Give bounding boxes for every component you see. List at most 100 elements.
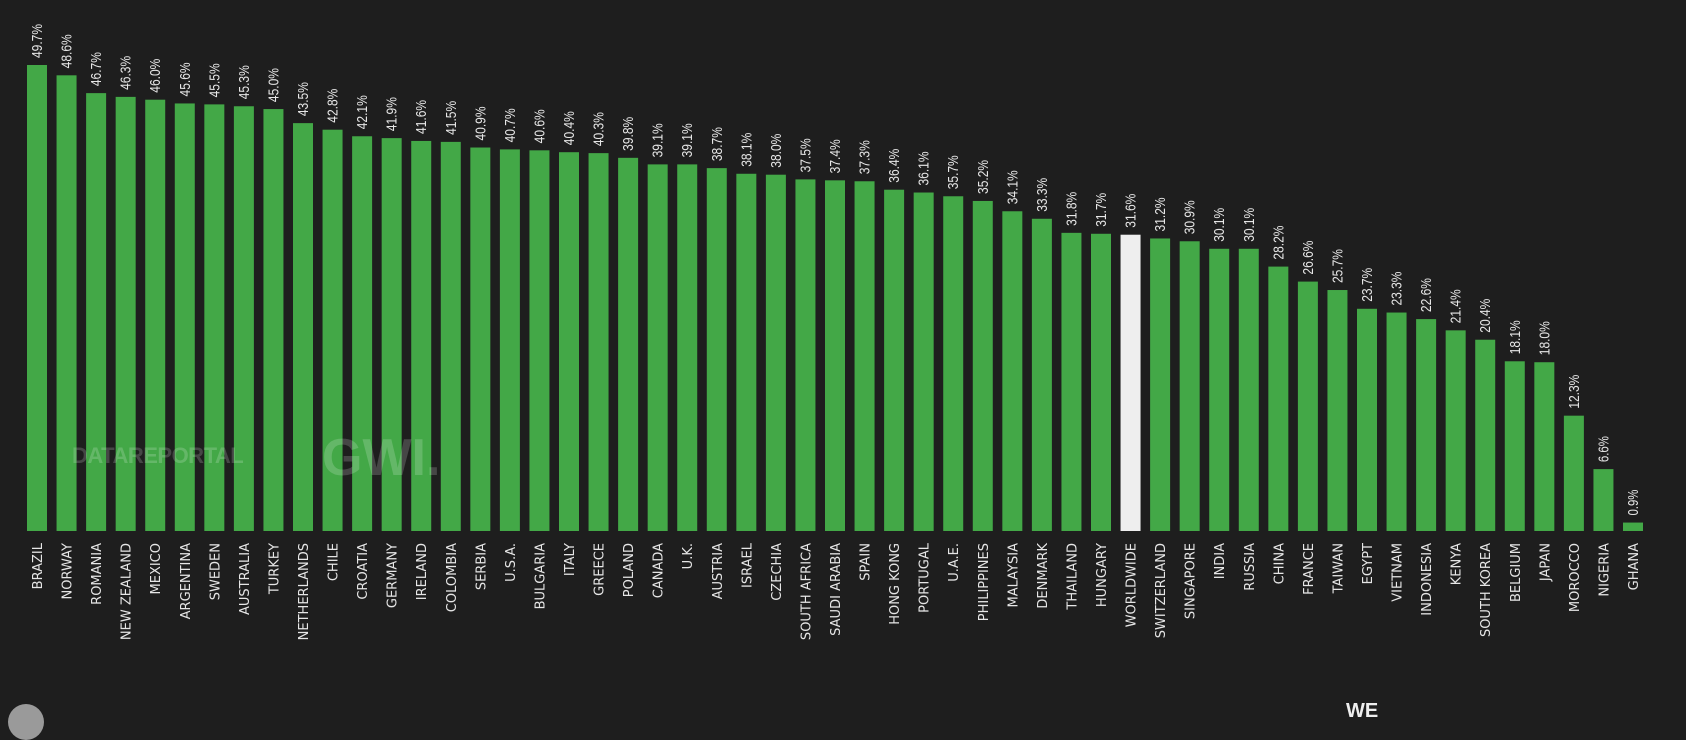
value-label: 39.8% bbox=[620, 117, 637, 151]
bar-serbia bbox=[470, 147, 491, 532]
value-label: 26.6% bbox=[1300, 241, 1317, 275]
category-label: TAIWAN bbox=[1331, 543, 1346, 594]
bar-denmark bbox=[1031, 218, 1052, 531]
category-label: ISRAEL bbox=[740, 542, 755, 588]
bar-italy bbox=[559, 152, 579, 531]
value-label: 6.6% bbox=[1595, 436, 1612, 462]
category-label: JAPAN bbox=[1538, 543, 1553, 582]
value-label: 38.0% bbox=[768, 134, 785, 168]
value-label: 45.6% bbox=[177, 62, 194, 96]
bar-canada bbox=[647, 164, 668, 531]
bar-morocco bbox=[1563, 415, 1584, 531]
value-label: 31.6% bbox=[1123, 194, 1140, 228]
category-label: IRELAND bbox=[415, 543, 430, 600]
gwi-watermark: GWI. bbox=[322, 429, 441, 487]
category-label: SERBIA bbox=[474, 543, 489, 590]
value-label: 40.9% bbox=[472, 107, 489, 141]
category-label: INDONESIA bbox=[1420, 543, 1435, 616]
value-label: 35.2% bbox=[975, 160, 992, 194]
value-label: 37.3% bbox=[857, 140, 874, 174]
value-label: 49.7% bbox=[29, 24, 46, 58]
value-label: 21.4% bbox=[1448, 289, 1465, 323]
value-label: 38.7% bbox=[709, 127, 726, 161]
bar-croatia bbox=[352, 136, 373, 531]
value-label: 40.4% bbox=[561, 111, 578, 145]
category-label: U.A.E. bbox=[947, 543, 962, 582]
category-label: THAILAND bbox=[1065, 543, 1080, 611]
value-label: 41.6% bbox=[413, 100, 430, 134]
category-label: ITALY bbox=[563, 543, 578, 576]
value-label: 36.4% bbox=[886, 149, 903, 183]
bar-austria bbox=[706, 168, 727, 531]
value-label: 37.5% bbox=[797, 138, 814, 172]
bar-south-africa bbox=[795, 179, 816, 532]
logo-circle bbox=[8, 704, 44, 740]
bar-australia bbox=[233, 106, 254, 532]
bar-u-s-a- bbox=[499, 149, 520, 531]
value-label: 12.3% bbox=[1566, 375, 1583, 409]
value-label: 37.4% bbox=[827, 139, 844, 173]
category-label: TURKEY bbox=[267, 543, 282, 595]
bar-bulgaria bbox=[529, 150, 550, 531]
category-label: COLOMBIA bbox=[445, 543, 460, 612]
category-label: DENMARK bbox=[1036, 543, 1051, 609]
bar-thailand bbox=[1061, 232, 1082, 531]
category-label: PHILIPPINES bbox=[977, 543, 992, 621]
value-label: 43.5% bbox=[295, 82, 312, 116]
category-label: MEXICO bbox=[149, 543, 164, 594]
value-label: 40.3% bbox=[591, 112, 608, 146]
value-label: 20.4% bbox=[1477, 299, 1494, 333]
value-label: 30.1% bbox=[1211, 208, 1228, 242]
bar-russia bbox=[1238, 248, 1259, 531]
bar-mexico bbox=[145, 99, 166, 532]
bar-saudi-arabia bbox=[825, 180, 845, 531]
category-label: NIGERIA bbox=[1597, 543, 1612, 597]
category-label: POLAND bbox=[622, 543, 637, 597]
value-label: 31.8% bbox=[1063, 192, 1080, 226]
category-label: RUSSIA bbox=[1243, 543, 1258, 591]
category-label: WORLDWIDE bbox=[1125, 543, 1140, 627]
bar-belgium bbox=[1504, 361, 1525, 531]
value-label: 35.7% bbox=[945, 155, 962, 189]
value-label: 28.2% bbox=[1270, 226, 1287, 260]
value-label: 41.9% bbox=[384, 97, 401, 131]
value-label: 0.9% bbox=[1625, 490, 1642, 516]
category-label: CZECHIA bbox=[770, 543, 785, 601]
category-label: SPAIN bbox=[859, 543, 874, 581]
value-label: 30.1% bbox=[1241, 208, 1258, 242]
category-label: VIETNAM bbox=[1391, 543, 1406, 602]
value-label: 42.1% bbox=[354, 95, 371, 129]
bar-malaysia bbox=[1002, 211, 1023, 531]
value-label: 18.1% bbox=[1507, 320, 1524, 354]
value-label: 45.5% bbox=[206, 63, 223, 97]
category-label: GREECE bbox=[593, 543, 608, 596]
category-label: ARGENTINA bbox=[179, 543, 194, 619]
bar-vietnam bbox=[1386, 312, 1407, 531]
value-label: 48.6% bbox=[59, 34, 76, 68]
category-label: NEW ZEALAND bbox=[120, 543, 135, 640]
category-label: INDIA bbox=[1213, 543, 1228, 579]
category-label: CROATIA bbox=[356, 543, 371, 600]
value-label: 40.7% bbox=[502, 108, 519, 142]
category-label: U.K. bbox=[681, 543, 696, 569]
category-label: ROMANIA bbox=[90, 543, 105, 605]
category-label: SWITZERLAND bbox=[1154, 543, 1169, 638]
value-label: 23.7% bbox=[1359, 268, 1376, 302]
bar-greece bbox=[588, 153, 609, 531]
category-label: FRANCE bbox=[1302, 543, 1317, 595]
value-label: 33.3% bbox=[1034, 178, 1051, 212]
bar-romania bbox=[86, 93, 107, 531]
category-label: HUNGARY bbox=[1095, 543, 1110, 607]
bar-brazil bbox=[27, 65, 47, 531]
value-label: 39.1% bbox=[650, 123, 667, 157]
datareportal-watermark: DATAREPORTAL bbox=[72, 443, 244, 468]
bar-philippines bbox=[972, 200, 993, 531]
category-label: BRAZIL bbox=[31, 542, 46, 589]
category-label: SAUDI ARABIA bbox=[829, 543, 844, 636]
bar-south-korea bbox=[1475, 339, 1496, 531]
bar-turkey bbox=[263, 109, 284, 531]
bar-egypt bbox=[1357, 308, 1377, 531]
category-label: CANADA bbox=[652, 543, 667, 598]
category-label: AUSTRALIA bbox=[238, 543, 253, 615]
value-label: 22.6% bbox=[1418, 278, 1435, 312]
